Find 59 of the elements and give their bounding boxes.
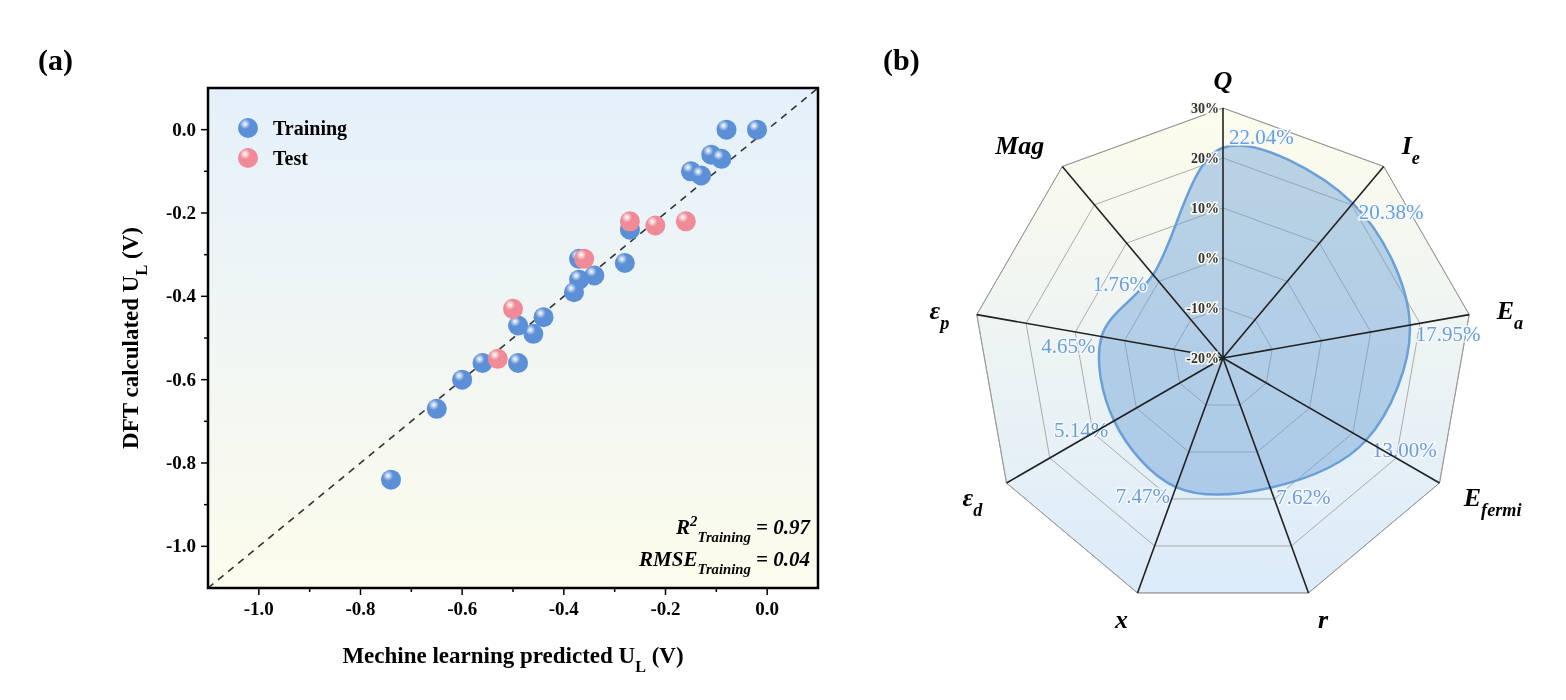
spoke-label: ε$_{d}$ xyxy=(962,483,984,520)
point xyxy=(619,211,640,232)
point xyxy=(503,298,523,319)
y-tick-label: 0.0 xyxy=(172,118,196,140)
spoke-label: E$_{fermi}$ xyxy=(1462,483,1522,520)
x-tick-label: 0.0 xyxy=(755,598,780,619)
y-tick-label: -20% xyxy=(1186,351,1219,366)
point xyxy=(564,282,584,303)
x-tick-label: -0.4 xyxy=(548,598,580,619)
point xyxy=(614,253,635,273)
y-tick-label: -1.0 xyxy=(165,535,196,557)
y-tick-label: -0.4 xyxy=(165,285,197,307)
point xyxy=(584,265,605,286)
point xyxy=(426,398,447,419)
annotation: R$^{2}$$_{Training}$ = 0.97 xyxy=(675,513,812,545)
legend-label: Training xyxy=(273,117,348,140)
point xyxy=(508,315,529,336)
legend-label: Test xyxy=(273,147,309,169)
spoke-label: r xyxy=(1318,605,1330,635)
y-tick-label: -0.2 xyxy=(165,202,196,223)
x-tick-label: -1.0 xyxy=(243,598,274,619)
point xyxy=(645,215,666,236)
point xyxy=(533,307,554,328)
point xyxy=(523,323,544,344)
point xyxy=(452,369,473,390)
y-tick-label: 0% xyxy=(1198,251,1219,266)
data-label: 7.62% xyxy=(1276,484,1331,509)
point xyxy=(508,353,529,373)
point xyxy=(711,148,732,169)
point xyxy=(691,165,712,186)
x-tick-label: -0.6 xyxy=(447,598,478,619)
y-tick-label: 10% xyxy=(1191,201,1219,216)
annotation: RMSE$_{Training}$ = 0.04 xyxy=(638,547,810,577)
chart-title: (a) xyxy=(38,43,73,77)
data-label: 4.65% xyxy=(1041,333,1096,358)
chart-title: (b) xyxy=(883,43,920,77)
spoke-label: x xyxy=(1113,605,1128,635)
spoke-label: E$_{a}$ xyxy=(1495,295,1524,333)
data-label: 17.95% xyxy=(1415,322,1481,347)
x-tick-label: -0.8 xyxy=(345,598,376,619)
y-tick-label: -10% xyxy=(1186,301,1219,316)
point xyxy=(716,119,737,140)
spoke-label: Q xyxy=(1213,66,1233,95)
spoke-label: Mag xyxy=(994,131,1045,161)
data-label: 22.04% xyxy=(1229,124,1294,149)
x-axis-title: Mechine learning predicted U$_{L}$ (V) xyxy=(342,643,684,675)
y-tick-label: -0.6 xyxy=(165,368,196,390)
x-tick-label: -0.2 xyxy=(650,598,681,619)
spoke-label: I$_{e}$ xyxy=(1400,131,1420,169)
data-label: 7.47% xyxy=(1115,484,1171,509)
data-label: 1.76% xyxy=(1092,271,1148,296)
point xyxy=(574,248,595,269)
point xyxy=(675,211,696,232)
point xyxy=(747,119,767,140)
y-tick-label: 30% xyxy=(1191,101,1219,116)
point xyxy=(487,348,508,369)
point xyxy=(381,469,401,490)
spoke-label: ε$_{p}$ xyxy=(929,295,950,333)
y-tick-label: -0.8 xyxy=(165,452,196,473)
